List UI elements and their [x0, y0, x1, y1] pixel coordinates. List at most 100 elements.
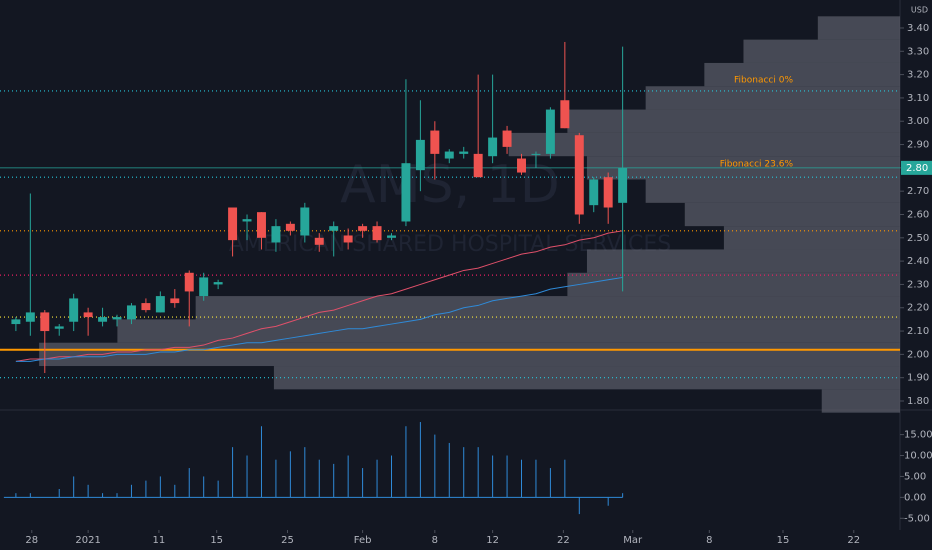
candle-body	[502, 130, 512, 147]
candle-body	[184, 272, 194, 292]
y-tick-label: 15.00	[904, 430, 932, 441]
y-tick-label: 1.80	[907, 396, 929, 407]
x-tick-label: 15	[210, 535, 223, 546]
candle-body	[11, 319, 21, 325]
x-tick-label: 12	[486, 535, 499, 546]
volume-profile-bar	[684, 202, 900, 227]
volume-profile-bar	[743, 39, 900, 63]
x-tick-label: 28	[25, 535, 38, 546]
y-tick-label: 2.00	[907, 349, 929, 360]
y-tick-label: -5.00	[904, 513, 930, 524]
y-tick-label: 2.20	[907, 303, 929, 314]
y-tick-label: 3.40	[907, 23, 929, 34]
y-tick-label: 2.50	[907, 233, 929, 244]
candle-body	[343, 235, 353, 243]
volume-profile-bar	[567, 272, 900, 297]
x-tick-label: 15	[777, 535, 790, 546]
candle-body	[415, 139, 425, 171]
x-tick-label: 11	[153, 535, 166, 546]
candle-body	[285, 223, 295, 231]
candle-body	[372, 226, 382, 241]
candle-body	[589, 179, 599, 206]
y-tick-label: 2.90	[907, 140, 929, 151]
x-tick-label: 22	[557, 535, 570, 546]
candle-body	[141, 303, 151, 311]
candle-body	[300, 207, 310, 236]
candle-body	[401, 163, 411, 222]
candle-body	[430, 130, 440, 154]
candle-body	[98, 317, 108, 322]
candle-body	[444, 151, 454, 159]
y-tick-label: 2.70	[907, 186, 929, 197]
candle-body	[473, 153, 483, 178]
last-price-label: 2.80	[906, 163, 928, 174]
candle-body	[271, 226, 281, 243]
y-tick-label: 2.60	[907, 209, 929, 220]
last-price-box	[901, 160, 932, 175]
candle-body	[213, 282, 223, 285]
volume-profile-bar	[723, 226, 900, 250]
candle-body	[69, 298, 79, 322]
moving-average	[15, 230, 623, 362]
volume-profile-bar	[195, 296, 901, 320]
fib-label: Fibonacci 0%	[734, 75, 793, 85]
fib-label: Fibonacci 23.6%	[720, 159, 794, 169]
candle-body	[155, 296, 165, 313]
candle-body	[126, 305, 136, 320]
volume-profile-bar	[273, 366, 900, 390]
volume-profile-bar	[567, 109, 900, 133]
x-tick-label: 8	[706, 535, 712, 546]
x-tick-label: 2021	[75, 535, 100, 546]
currency: USD	[911, 6, 928, 15]
candle-body	[517, 158, 526, 173]
candle-body	[228, 207, 238, 241]
candle-body	[314, 237, 324, 245]
y-tick-label: 3.20	[907, 70, 929, 81]
candle-body	[574, 135, 584, 215]
candle-body	[329, 226, 339, 231]
y-tick-label: 2.30	[907, 279, 929, 290]
candle-body	[242, 219, 252, 222]
candle-body	[387, 235, 396, 238]
y-tick-label: 3.10	[907, 93, 929, 104]
candle-body	[488, 137, 498, 157]
y-tick-label: 2.40	[907, 256, 929, 267]
volume-profile-bar	[586, 249, 900, 273]
y-tick-label: 3.30	[907, 46, 929, 57]
y-tick-label: 2.10	[907, 326, 929, 337]
x-tick-label: Feb	[354, 535, 372, 546]
candle-body	[112, 317, 122, 320]
y-tick-label: 3.00	[907, 116, 929, 127]
candle-body	[618, 167, 628, 203]
volume-profile-bar	[508, 132, 900, 157]
watermark: AMS, 1D	[340, 155, 560, 215]
y-tick-label: 10.00	[904, 451, 932, 462]
candle-body	[545, 109, 555, 154]
volume-profile-bar	[817, 16, 900, 40]
volume-profile-bar	[645, 86, 900, 110]
candle-body	[170, 298, 180, 304]
x-tick-label: 25	[281, 535, 294, 546]
volume-profile-bar	[645, 179, 900, 203]
candle-body	[459, 151, 469, 154]
candle-body	[54, 326, 64, 329]
candle-body	[199, 277, 209, 297]
y-tick-label: 0.00	[904, 492, 926, 503]
candle-body	[560, 100, 570, 129]
x-tick-label: 22	[847, 535, 860, 546]
y-tick-label: 1.90	[907, 373, 929, 384]
volume-profile-bar	[117, 319, 901, 343]
x-tick-label: Mar	[623, 535, 643, 546]
volume-profile-bar	[821, 389, 900, 413]
volume-profile-bar	[704, 62, 900, 87]
candle-body	[83, 312, 93, 318]
candle-body	[256, 212, 266, 238]
candle-body	[25, 312, 35, 322]
candle-body	[358, 226, 368, 231]
candle-body	[40, 312, 50, 332]
y-tick-label: 5.00	[904, 471, 926, 482]
moving-average	[15, 276, 623, 362]
x-tick-label: 8	[432, 535, 438, 546]
candle-body	[603, 177, 613, 208]
